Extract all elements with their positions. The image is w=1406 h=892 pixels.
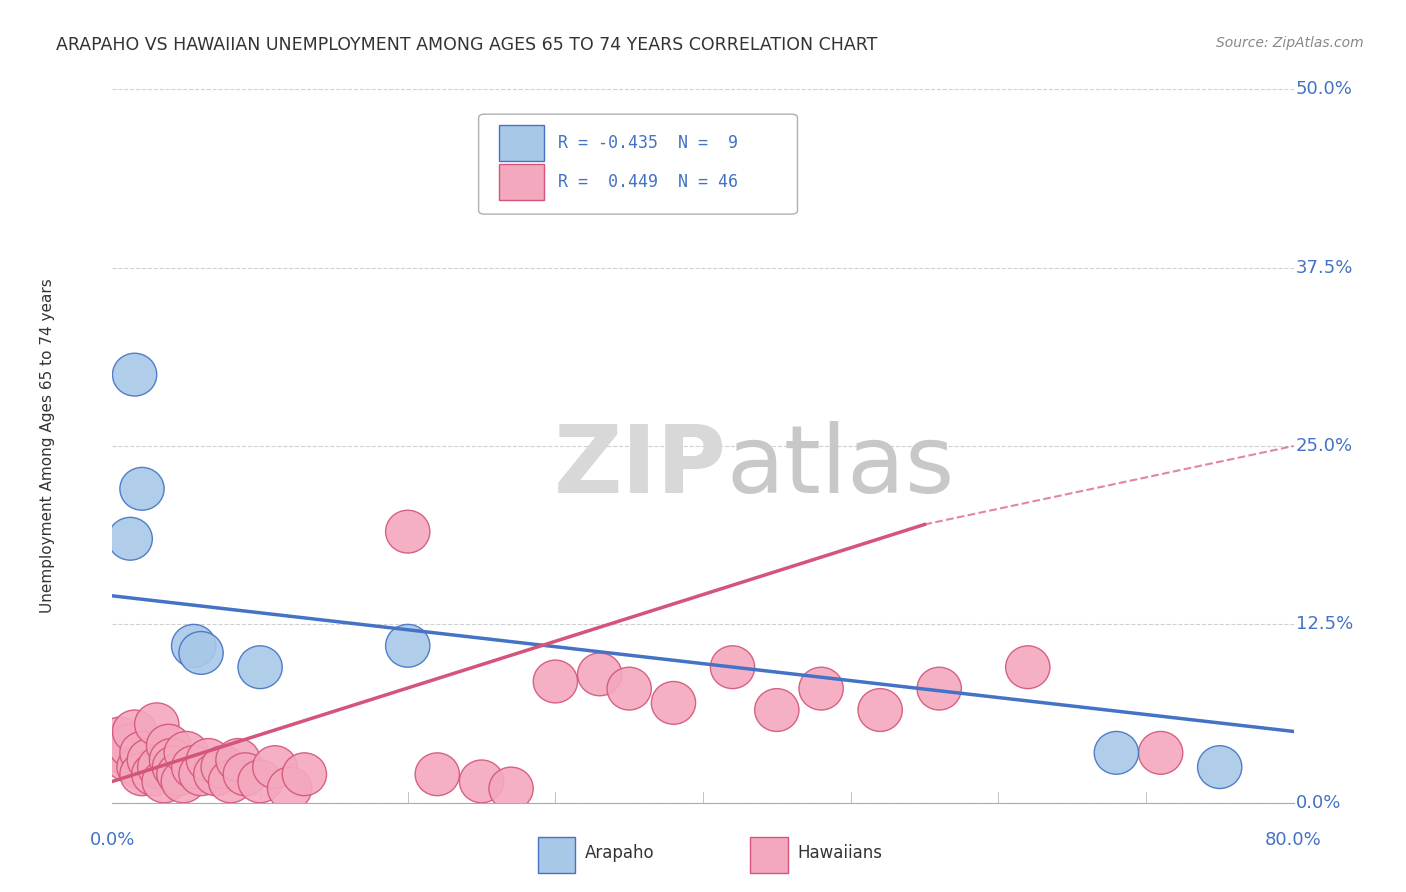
Text: Hawaiians: Hawaiians: [797, 844, 883, 862]
Circle shape: [146, 724, 191, 767]
Text: R = -0.435  N =  9: R = -0.435 N = 9: [558, 134, 738, 152]
Text: Source: ZipAtlas.com: Source: ZipAtlas.com: [1216, 36, 1364, 50]
Text: 50.0%: 50.0%: [1296, 80, 1353, 98]
Circle shape: [1198, 746, 1241, 789]
Circle shape: [238, 760, 283, 803]
Circle shape: [1005, 646, 1050, 689]
Circle shape: [138, 746, 181, 789]
Text: ZIP: ZIP: [554, 421, 727, 514]
Circle shape: [112, 353, 157, 396]
Circle shape: [385, 624, 430, 667]
Circle shape: [1139, 731, 1182, 774]
Text: 25.0%: 25.0%: [1296, 437, 1353, 455]
Circle shape: [858, 689, 903, 731]
Circle shape: [489, 767, 533, 810]
Circle shape: [105, 739, 149, 781]
Circle shape: [108, 724, 152, 767]
Circle shape: [172, 624, 217, 667]
Circle shape: [120, 753, 165, 796]
Circle shape: [120, 731, 165, 774]
Circle shape: [120, 467, 165, 510]
Circle shape: [186, 739, 231, 781]
Circle shape: [238, 646, 283, 689]
Circle shape: [157, 753, 201, 796]
Circle shape: [152, 746, 197, 789]
Circle shape: [385, 510, 430, 553]
Circle shape: [132, 753, 176, 796]
Circle shape: [162, 760, 205, 803]
Circle shape: [224, 753, 267, 796]
Text: 12.5%: 12.5%: [1296, 615, 1353, 633]
Circle shape: [917, 667, 962, 710]
Circle shape: [607, 667, 651, 710]
Circle shape: [1094, 731, 1139, 774]
FancyBboxPatch shape: [751, 837, 787, 872]
Text: 0.0%: 0.0%: [90, 831, 135, 849]
Circle shape: [179, 632, 224, 674]
Text: 80.0%: 80.0%: [1265, 831, 1322, 849]
Circle shape: [217, 739, 260, 781]
FancyBboxPatch shape: [499, 125, 544, 161]
Circle shape: [460, 760, 503, 803]
Circle shape: [799, 667, 844, 710]
Circle shape: [142, 760, 186, 803]
Text: Arapaho: Arapaho: [585, 844, 655, 862]
Circle shape: [127, 739, 172, 781]
Circle shape: [651, 681, 696, 724]
Circle shape: [755, 689, 799, 731]
Circle shape: [253, 746, 297, 789]
Circle shape: [267, 767, 312, 810]
Circle shape: [194, 753, 238, 796]
FancyBboxPatch shape: [537, 837, 575, 872]
Circle shape: [112, 710, 157, 753]
Circle shape: [578, 653, 621, 696]
Circle shape: [710, 646, 755, 689]
Circle shape: [179, 753, 224, 796]
Text: 0.0%: 0.0%: [1296, 794, 1341, 812]
Circle shape: [149, 739, 194, 781]
Circle shape: [135, 703, 179, 746]
Circle shape: [117, 746, 162, 789]
Text: 37.5%: 37.5%: [1296, 259, 1353, 277]
Text: Unemployment Among Ages 65 to 74 years: Unemployment Among Ages 65 to 74 years: [39, 278, 55, 614]
Text: atlas: atlas: [727, 421, 955, 514]
Circle shape: [283, 753, 326, 796]
Circle shape: [165, 731, 208, 774]
Circle shape: [208, 760, 253, 803]
Circle shape: [201, 746, 245, 789]
FancyBboxPatch shape: [499, 164, 544, 200]
FancyBboxPatch shape: [478, 114, 797, 214]
Circle shape: [172, 746, 217, 789]
Circle shape: [98, 717, 142, 760]
Text: R =  0.449  N = 46: R = 0.449 N = 46: [558, 173, 738, 191]
Circle shape: [103, 731, 146, 774]
Circle shape: [108, 517, 152, 560]
Circle shape: [415, 753, 460, 796]
Text: ARAPAHO VS HAWAIIAN UNEMPLOYMENT AMONG AGES 65 TO 74 YEARS CORRELATION CHART: ARAPAHO VS HAWAIIAN UNEMPLOYMENT AMONG A…: [56, 36, 877, 54]
Circle shape: [533, 660, 578, 703]
